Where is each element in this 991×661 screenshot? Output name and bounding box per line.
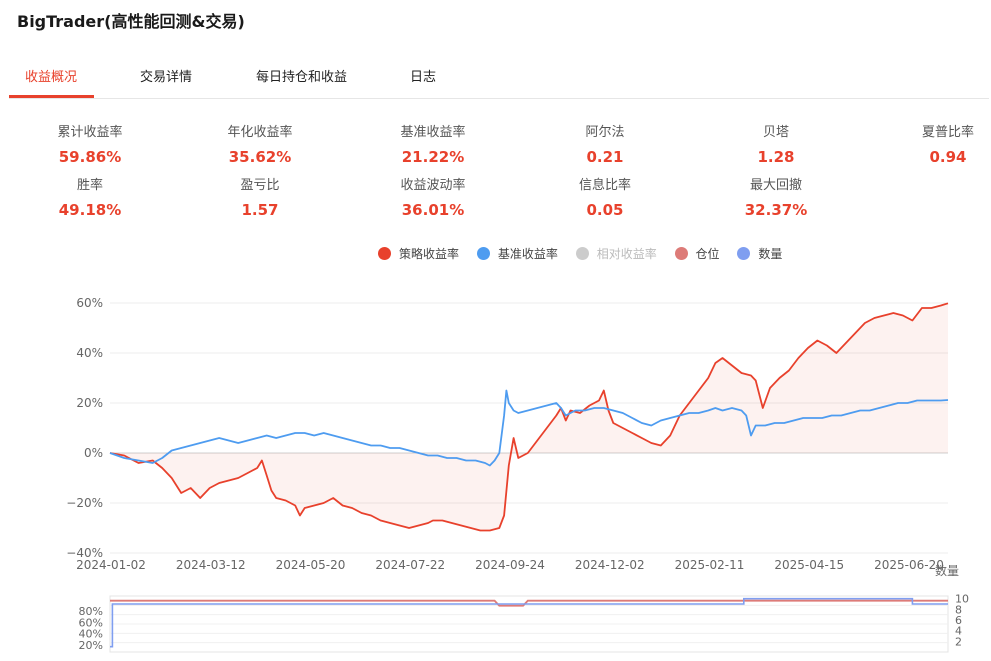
metric-label: 阿尔法 xyxy=(585,125,625,140)
y-tick-label: 60% xyxy=(76,296,103,310)
benchmark-return-line xyxy=(109,389,949,467)
metric-value: 36.01% xyxy=(401,201,465,219)
tab-logs[interactable]: 日志 xyxy=(410,70,437,85)
legend-label: 相对收益率 xyxy=(596,247,657,261)
metric-cumulative-return: 累计收益率 59.86% xyxy=(20,125,160,166)
position-line xyxy=(110,599,948,607)
metric-value: 59.86% xyxy=(58,148,122,166)
metric-sharpe: 夏普比率 0.94 xyxy=(878,125,991,166)
x-tick-label: 2024-09-24 xyxy=(475,558,545,572)
metric-max-drawdown: 最大回撤 32.37% xyxy=(706,178,846,219)
y-tick-label: −40% xyxy=(66,546,103,560)
x-tick-label: 2024-03-12 xyxy=(176,558,246,572)
metric-value: 1.57 xyxy=(241,201,279,219)
legend-item-relative[interactable]: 相对收益率 xyxy=(575,245,657,262)
chart-legend: 策略收益率 基准收益率 相对收益率 仓位 数量 xyxy=(378,245,796,265)
metric-label: 贝塔 xyxy=(762,125,789,140)
returns-chart: 60%40%20%0%−20%−40%2024-01-02 2024-03-12 2… xyxy=(66,296,969,653)
metric-label: 盈亏比 xyxy=(240,178,280,193)
legend-label: 策略收益率 xyxy=(399,247,460,261)
quantity-line xyxy=(110,597,948,648)
x-extra-label: 数量 xyxy=(935,563,959,578)
legend-label: 基准收益率 xyxy=(497,247,558,261)
legend-dot xyxy=(378,247,391,260)
metric-label: 信息比率 xyxy=(578,178,631,193)
metric-value: 1.28 xyxy=(757,148,795,166)
tab-bar: 收益概况 交易详情 每日持仓和收益 日志 xyxy=(9,58,989,99)
tab-daily-positions[interactable]: 每日持仓和收益 xyxy=(256,70,348,85)
metric-label: 胜率 xyxy=(76,178,103,193)
metric-value: 0.94 xyxy=(929,148,967,166)
metric-label: 最大回撤 xyxy=(749,178,802,193)
legend-item-strategy[interactable]: 策略收益率 xyxy=(378,245,459,262)
metric-value: 0.21 xyxy=(586,148,624,166)
subchart-right-tick: 10 xyxy=(955,593,969,606)
strategy-return-line xyxy=(109,302,949,532)
metric-label: 收益波动率 xyxy=(400,178,466,193)
legend-dot xyxy=(476,247,490,260)
legend-item-position[interactable]: 仓位 xyxy=(674,245,720,262)
y-tick-label: 40% xyxy=(76,346,103,360)
metric-alpha: 阿尔法 0.21 xyxy=(535,125,675,166)
metric-value: 21.22% xyxy=(401,148,465,166)
subchart-right-tick: 8 xyxy=(955,603,962,616)
subchart-left-tick: 60% xyxy=(79,616,103,629)
metric-label: 累计收益率 xyxy=(57,125,123,140)
x-tick-label: 2025-04-15 xyxy=(774,558,844,572)
subchart-right-tick: 2 xyxy=(955,635,962,648)
x-tick-label: 2024-01-02 xyxy=(76,558,146,572)
subchart-left-tick: 80% xyxy=(79,605,103,618)
y-tick-label: 20% xyxy=(76,396,103,410)
y-tick-label: 0% xyxy=(84,446,103,460)
legend-label: 数量 xyxy=(758,247,783,261)
metric-label: 夏普比率 xyxy=(921,125,974,140)
legend-dot xyxy=(674,247,688,260)
metric-volatility: 收益波动率 36.01% xyxy=(363,178,503,219)
subchart-right-tick: 4 xyxy=(955,625,962,638)
x-tick-label: 2025-02-11 xyxy=(675,558,745,572)
legend-item-benchmark[interactable]: 基准收益率 xyxy=(476,245,558,262)
x-tick-label: 2025-06-20 xyxy=(874,558,944,572)
x-tick-label: 2024-07-22 xyxy=(375,558,445,572)
metric-profit-loss-ratio: 盈亏比 1.57 xyxy=(190,178,330,219)
subchart-right-tick: 6 xyxy=(955,614,962,627)
legend-label: 仓位 xyxy=(695,247,720,261)
strategy-area-fill xyxy=(110,303,948,531)
metric-information-ratio: 信息比率 0.05 xyxy=(535,178,675,219)
metric-label: 年化收益率 xyxy=(227,125,293,140)
subchart-left-tick: 20% xyxy=(79,639,103,652)
metric-label: 基准收益率 xyxy=(400,125,466,140)
legend-item-quantity[interactable]: 数量 xyxy=(737,245,782,262)
metric-value: 0.05 xyxy=(586,201,624,219)
x-tick-label: 2024-05-20 xyxy=(276,558,346,572)
subchart-left-tick: 40% xyxy=(79,628,103,641)
metric-annual-return: 年化收益率 35.62% xyxy=(190,125,330,166)
metric-win-rate: 胜率 49.18% xyxy=(20,178,160,219)
y-tick-label: −20% xyxy=(66,496,103,510)
metric-value: 35.62% xyxy=(228,148,292,166)
active-tab-indicator xyxy=(9,95,94,98)
metric-beta: 贝塔 1.28 xyxy=(706,125,846,166)
app-title: BigTrader(高性能回测&交易) xyxy=(17,12,245,31)
x-tick-label: 2024-12-02 xyxy=(575,558,645,572)
metric-value: 32.37% xyxy=(744,201,808,219)
tab-trade-details[interactable]: 交易详情 xyxy=(140,70,193,85)
metric-benchmark-return: 基准收益率 21.22% xyxy=(363,125,503,166)
tab-returns-overview[interactable]: 收益概况 xyxy=(25,70,78,85)
legend-dot xyxy=(737,247,751,260)
legend-dot xyxy=(575,247,589,260)
metric-value: 49.18% xyxy=(58,201,122,219)
